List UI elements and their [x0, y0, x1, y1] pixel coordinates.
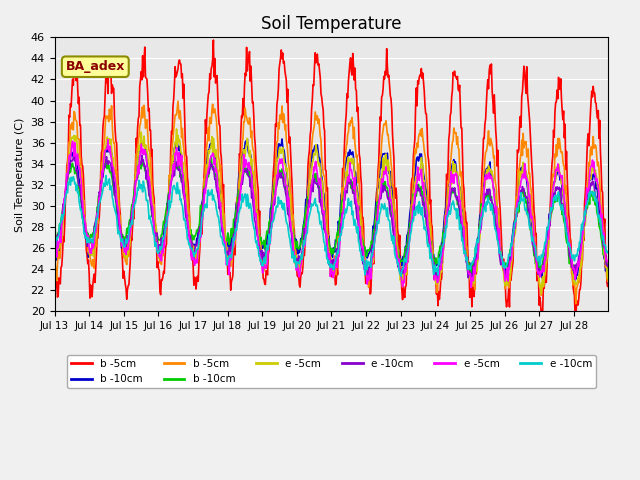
e -10cm	[467, 277, 475, 283]
Title: Soil Temperature: Soil Temperature	[261, 15, 402, 33]
e -10cm	[51, 228, 58, 234]
b -5cm	[605, 276, 612, 282]
b -10cm	[420, 201, 428, 206]
b -5cm	[572, 301, 580, 307]
e -5cm	[218, 223, 226, 229]
e -5cm	[605, 260, 612, 265]
e -10cm	[218, 234, 226, 240]
Text: BA_adex: BA_adex	[66, 60, 125, 73]
b -10cm	[208, 135, 216, 141]
e -5cm	[389, 213, 397, 219]
b -5cm	[389, 181, 397, 187]
b -5cm	[246, 48, 253, 54]
b -5cm	[116, 213, 124, 219]
e -5cm	[116, 228, 124, 234]
e -10cm	[267, 232, 275, 238]
Line: b -10cm: b -10cm	[54, 138, 609, 283]
e -10cm	[420, 204, 428, 210]
b -5cm	[267, 224, 275, 229]
e -10cm	[605, 248, 612, 254]
e -5cm	[420, 193, 428, 199]
b -10cm	[116, 221, 124, 227]
Line: e -10cm: e -10cm	[54, 176, 609, 276]
b -5cm	[116, 204, 124, 210]
b -5cm	[267, 219, 275, 225]
Line: b -5cm: b -5cm	[54, 101, 609, 304]
e -10cm	[397, 273, 405, 279]
b -10cm	[207, 154, 215, 159]
e -10cm	[51, 241, 58, 247]
e -10cm	[218, 228, 226, 234]
e -5cm	[218, 205, 226, 211]
e -10cm	[70, 152, 78, 157]
Line: e -10cm: e -10cm	[54, 155, 609, 280]
b -10cm	[116, 228, 124, 233]
e -10cm	[246, 174, 253, 180]
b -5cm	[420, 88, 428, 94]
b -5cm	[246, 115, 253, 120]
e -10cm	[116, 223, 124, 229]
e -5cm	[538, 291, 545, 297]
e -5cm	[267, 234, 275, 240]
e -10cm	[389, 229, 397, 235]
b -5cm	[51, 274, 58, 279]
b -5cm	[51, 253, 58, 259]
b -5cm	[389, 144, 397, 150]
b -10cm	[267, 216, 275, 222]
b -10cm	[571, 272, 579, 278]
b -5cm	[572, 314, 579, 320]
e -10cm	[246, 204, 253, 210]
Line: b -10cm: b -10cm	[54, 156, 609, 275]
b -5cm	[218, 171, 226, 177]
b -10cm	[246, 167, 253, 172]
b -10cm	[605, 280, 612, 286]
b -5cm	[218, 192, 226, 198]
e -10cm	[389, 240, 397, 246]
e -10cm	[116, 234, 124, 240]
e -5cm	[116, 218, 124, 224]
Line: e -5cm: e -5cm	[54, 129, 609, 294]
e -5cm	[389, 202, 397, 208]
Line: b -5cm: b -5cm	[54, 40, 609, 317]
e -5cm	[104, 137, 112, 143]
e -5cm	[173, 126, 180, 132]
b -5cm	[209, 37, 217, 43]
e -10cm	[421, 224, 429, 229]
Line: e -5cm: e -5cm	[54, 140, 609, 287]
Legend: b -5cm, b -10cm, b -5cm, b -10cm, e -5cm, e -10cm, e -5cm, e -10cm: b -5cm, b -10cm, b -5cm, b -10cm, e -5cm…	[67, 355, 596, 388]
b -10cm	[51, 231, 58, 237]
e -5cm	[605, 276, 612, 282]
e -10cm	[605, 263, 612, 268]
b -5cm	[174, 98, 182, 104]
b -10cm	[605, 260, 612, 265]
b -10cm	[246, 149, 253, 155]
b -10cm	[51, 257, 58, 263]
b -10cm	[389, 205, 397, 211]
e -5cm	[51, 240, 58, 246]
b -5cm	[420, 148, 428, 154]
e -5cm	[420, 178, 428, 184]
b -10cm	[389, 227, 397, 232]
b -5cm	[605, 279, 612, 285]
b -10cm	[420, 175, 428, 180]
b -10cm	[218, 205, 226, 211]
e -5cm	[51, 247, 58, 252]
e -5cm	[267, 239, 275, 244]
e -5cm	[246, 154, 253, 159]
e -10cm	[102, 173, 109, 179]
Y-axis label: Soil Temperature (C): Soil Temperature (C)	[15, 117, 25, 231]
e -10cm	[267, 224, 275, 230]
e -5cm	[467, 284, 475, 290]
b -10cm	[218, 213, 226, 219]
b -10cm	[267, 205, 275, 211]
e -5cm	[246, 167, 253, 173]
